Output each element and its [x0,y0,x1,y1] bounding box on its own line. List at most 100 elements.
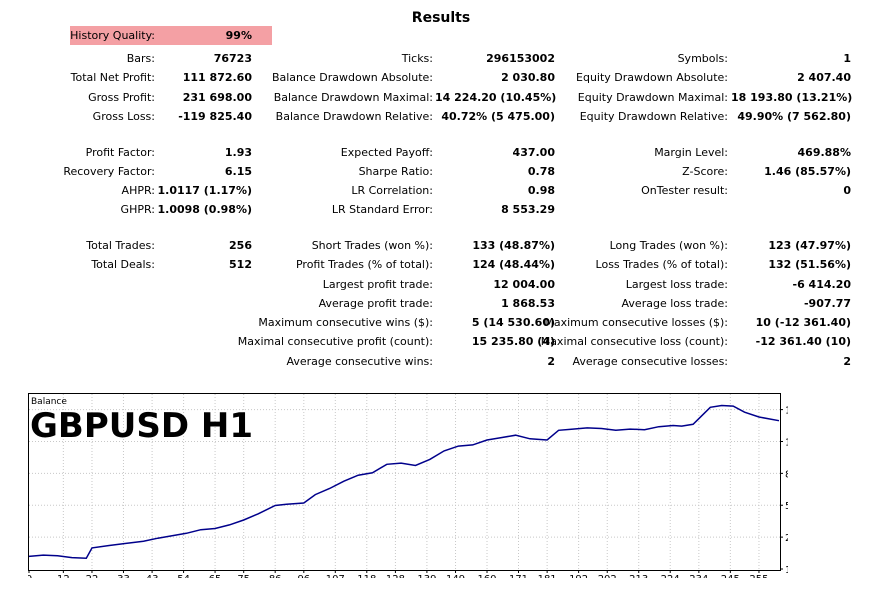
stat-label: Equity Drawdown Absolute: [576,71,728,84]
stat-value: 256 [229,239,252,252]
x-tick-label: 171 [509,574,528,578]
stat-label: Margin Level: [654,146,728,159]
x-tick-label: 86 [269,574,282,578]
stat-label: Largest loss trade: [625,278,728,291]
x-tick-label: 255 [749,574,768,578]
stat-value: -907.77 [803,297,851,310]
stat-value: -119 825.40 [178,110,252,123]
x-tick-label: 54 [177,574,190,578]
stat-label: Short Trades (won %): [311,239,433,252]
x-tick-label: 234 [689,574,708,578]
stat-label: Profit Trades (% of total): [295,258,433,271]
stat-value: 76723 [213,52,252,65]
stat-value: 0.78 [527,165,555,178]
stat-value: 2 [547,355,555,368]
history-quality-value: 99% [225,29,252,42]
stat-value: 133 (48.87%) [472,239,555,252]
stat-label: Average loss trade: [621,297,728,310]
stat-label: Long Trades (won %): [609,239,728,252]
stat-label: Recovery Factor: [63,165,155,178]
stat-label: Equity Drawdown Relative: [579,110,728,123]
stat-value: 437.00 [512,146,555,159]
chart-y-axis: 1563 27875 54187 80499 106810 133122 [780,406,823,576]
stat-label: Average consecutive wins: [286,355,433,368]
stat-label: LR Correlation: [351,184,433,197]
results-stats-table: Bars: 76723 Ticks: 296153002 Symbols: 1 Total … [63,52,852,368]
stat-label: Total Net Profit: [70,71,155,84]
stat-value: 2 [843,355,851,368]
x-tick-label: 12 [57,574,70,578]
history-quality-highlight [70,26,272,45]
x-tick-label: 224 [661,574,680,578]
stat-label: Gross Loss: [92,110,155,123]
stat-value: 0 [843,184,851,197]
stat-label: Gross Profit: [88,91,155,104]
x-tick-label: 202 [598,574,617,578]
history-quality-label: History Quality: [70,29,155,42]
stat-label: Balance Drawdown Absolute: [271,71,433,84]
stat-value: 1.0098 (0.98%) [157,203,253,216]
stat-value: 5 (14 530.60) [471,316,555,329]
stat-value: 12 004.00 [493,278,555,291]
stat-value: 1 [843,52,851,65]
stat-label: Average consecutive losses: [572,355,728,368]
x-tick-label: 96 [297,574,310,578]
x-tick-label: 181 [538,574,557,578]
y-tick-label: 54187 [785,501,788,512]
x-tick-label: 128 [386,574,405,578]
stat-value: 6.15 [224,165,252,178]
balance-chart-svg: 1563 27875 54187 80499 106810 133122 0 12 22 33 4… [26,393,823,585]
stat-value: 40.72% (5 475.00) [441,110,555,123]
chart-subtitle: Balance [31,397,67,407]
stat-value: 8 553.29 [501,203,555,216]
stat-value: 10 (-12 361.40) [755,316,851,329]
chart-line-layer [28,404,780,559]
stat-label: Profit Factor: [85,146,155,159]
stat-label: Balance Drawdown Maximal: [273,91,433,104]
stat-value: -12 361.40 (10) [755,335,851,348]
stat-label: AHPR: [121,184,155,197]
stat-value: -6 414.20 [792,278,852,291]
stat-label: LR Standard Error: [331,203,433,216]
stat-label: Largest profit trade: [322,278,433,291]
stat-label: OnTester result: [641,184,728,197]
stat-value: 14 224.20 (10.45%) [435,91,557,104]
balance-series-line [28,404,780,559]
stat-value: 123 (47.97%) [768,239,851,252]
stat-value: 1.46 (85.57%) [764,165,851,178]
x-tick-label: 0 [28,574,32,578]
stat-value: 111 872.60 [182,71,252,84]
stat-label: Ticks: [401,52,433,65]
y-tick-label: 133122 [785,406,788,417]
y-tick-label: 80499 [785,469,788,480]
stat-label: Equity Drawdown Maximal: [577,91,728,104]
stat-label: Total Trades: [86,239,155,252]
stat-value: 124 (48.44%) [472,258,555,271]
x-tick-label: 245 [721,574,740,578]
stat-label: Bars: [126,52,155,65]
x-tick-label: 192 [569,574,588,578]
results-title: Results [411,10,471,26]
balance-chart: 1563 27875 54187 80499 106810 133122 0 12 22 33 4… [26,393,823,585]
stat-value: 15 235.80 (4) [471,335,555,348]
y-tick-label: 106810 [785,437,788,448]
x-tick-label: 149 [446,574,465,578]
y-tick-label: 1563 [785,565,788,576]
stat-label: Maximal consecutive profit (count): [237,335,433,348]
stat-label: Symbols: [677,52,728,65]
x-tick-label: 213 [629,574,648,578]
stat-label: Maximal consecutive loss (count): [540,335,728,348]
stat-label: Balance Drawdown Relative: [275,110,433,123]
stat-label: Maximum consecutive wins ($): [258,316,433,329]
stat-label: Loss Trades (% of total): [595,258,728,271]
x-tick-label: 22 [86,574,99,578]
stat-value: 132 (51.56%) [768,258,851,271]
stat-label: Z-Score: [682,165,728,178]
stat-value: 0.98 [527,184,555,197]
stat-value: 296153002 [486,52,555,65]
x-tick-label: 118 [357,574,376,578]
x-tick-label: 65 [209,574,222,578]
chart-grid [29,394,780,570]
chart-title: GBPUSD H1 [30,406,253,446]
stat-value: 49.90% (7 562.80) [737,110,851,123]
